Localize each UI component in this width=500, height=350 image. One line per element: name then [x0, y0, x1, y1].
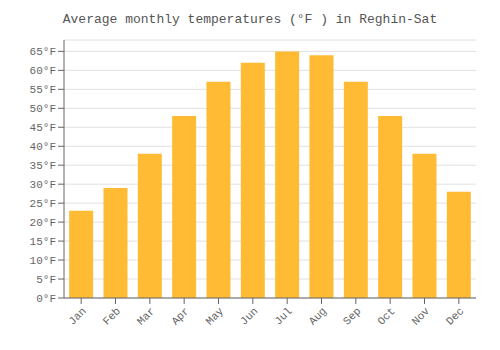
svg-text:Aug: Aug	[307, 305, 329, 327]
svg-text:Dec: Dec	[444, 305, 466, 327]
svg-text:Oct: Oct	[375, 305, 397, 327]
svg-text:Jan: Jan	[66, 305, 88, 327]
html-text:Average monthly temperatures (: Average monthly temperatures (°F ) in Re…	[62, 12, 438, 27]
svg-text:55°F: 55°F	[30, 84, 56, 96]
svg-text:60°F: 60°F	[30, 65, 56, 77]
svg-text:45°F: 45°F	[30, 122, 56, 134]
svg-text:May: May	[204, 305, 227, 328]
svg-text:65°F: 65°F	[30, 46, 56, 58]
svg-text:20°F: 20°F	[30, 217, 56, 229]
svg-text:40°F: 40°F	[30, 141, 56, 153]
svg-text:Jun: Jun	[238, 305, 260, 327]
svg-text:Feb: Feb	[101, 305, 123, 327]
svg-text:Sep: Sep	[341, 305, 363, 327]
svg-text:10°F: 10°F	[30, 255, 56, 267]
svg-text:5°F: 5°F	[36, 274, 56, 286]
svg-text:Jul: Jul	[272, 305, 294, 327]
svg-text:15°F: 15°F	[30, 236, 56, 248]
svg-text:Mar: Mar	[135, 305, 157, 327]
svg-text:Nov: Nov	[410, 305, 433, 328]
svg-text:35°F: 35°F	[30, 160, 56, 172]
svg-text:25°F: 25°F	[30, 198, 56, 210]
svg-text:50°F: 50°F	[30, 103, 56, 115]
svg-text:0°F: 0°F	[36, 293, 56, 305]
svg-text:Apr: Apr	[169, 305, 191, 327]
svg-text:30°F: 30°F	[30, 179, 56, 191]
